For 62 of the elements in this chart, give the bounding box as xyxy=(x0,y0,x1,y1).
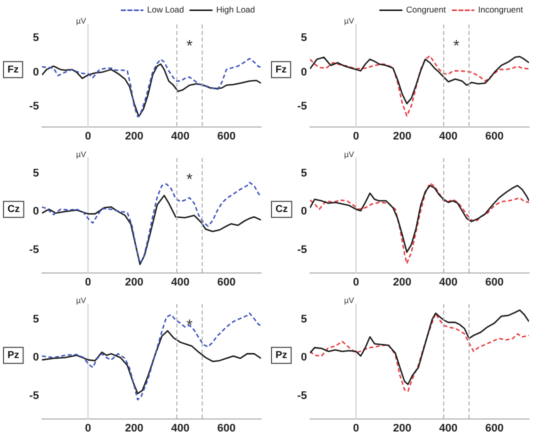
y-tick-label: 0 xyxy=(300,352,307,364)
x-tick-label: 600 xyxy=(485,422,504,434)
text: Cz xyxy=(8,204,20,216)
text: Fz xyxy=(276,64,287,76)
y-tick-label: 5 xyxy=(32,32,39,44)
x-tick-label: 0 xyxy=(353,276,360,288)
y-tick-label: 5 xyxy=(300,167,307,180)
text: Pz xyxy=(8,350,20,362)
y-tick-label: -5 xyxy=(29,100,39,112)
y-axis-title: µV xyxy=(76,150,87,160)
legend-label: Congruent xyxy=(406,4,446,15)
legend-label: Low Load xyxy=(147,4,184,15)
annotation: * xyxy=(186,38,193,55)
x-tick-label: 0 xyxy=(85,422,92,434)
y-tick-label: -5 xyxy=(29,244,39,256)
y-tick-label: 0 xyxy=(32,206,39,218)
x-tick-label: 200 xyxy=(125,130,144,142)
x-tick-label: 400 xyxy=(439,276,458,288)
x-tick-label: 0 xyxy=(85,276,92,288)
annotation: * xyxy=(186,317,193,334)
legend-label: High Load xyxy=(216,4,256,15)
x-tick-label: 600 xyxy=(217,276,236,288)
y-tick-label: 5 xyxy=(300,32,307,44)
y-tick-label: 5 xyxy=(300,313,307,326)
x-tick-label: 200 xyxy=(393,422,412,434)
x-tick-label: 200 xyxy=(125,422,144,434)
annotation: * xyxy=(186,171,193,188)
x-tick-label: 200 xyxy=(393,276,412,288)
x-tick-label: 600 xyxy=(217,130,236,142)
x-tick-label: 400 xyxy=(439,130,458,142)
y-axis-title: µV xyxy=(344,16,355,26)
y-tick-label: -5 xyxy=(297,100,307,112)
y-tick-label: 5 xyxy=(32,167,39,180)
legend-label: Incongruent xyxy=(478,4,524,15)
y-tick-label: -5 xyxy=(29,390,39,402)
x-tick-label: 400 xyxy=(171,276,190,288)
y-tick-label: -5 xyxy=(297,390,307,402)
x-tick-label: 600 xyxy=(485,130,504,142)
x-tick-label: 400 xyxy=(171,422,190,434)
x-tick-label: 600 xyxy=(217,422,236,434)
annotation: * xyxy=(453,38,460,55)
x-tick-label: 600 xyxy=(485,276,504,288)
text: Cz xyxy=(276,204,288,216)
y-axis-title: µV xyxy=(76,16,87,26)
x-tick-label: 200 xyxy=(393,130,412,142)
x-tick-label: 0 xyxy=(85,130,92,142)
y-axis-title: µV xyxy=(76,296,87,306)
x-tick-label: 0 xyxy=(353,422,360,434)
y-tick-label: 0 xyxy=(300,206,307,218)
y-axis-title: µV xyxy=(344,296,355,306)
y-tick-label: 0 xyxy=(300,66,307,78)
y-tick-label: 0 xyxy=(32,352,39,364)
text: Pz xyxy=(276,350,288,362)
text: Fz xyxy=(8,64,19,76)
x-tick-label: 400 xyxy=(439,422,458,434)
y-axis-title: µV xyxy=(344,150,355,160)
y-tick-label: 5 xyxy=(32,313,39,326)
y-tick-label: 0 xyxy=(32,66,39,78)
x-tick-label: 400 xyxy=(171,130,190,142)
x-tick-label: 200 xyxy=(125,276,144,288)
x-tick-label: 0 xyxy=(353,130,360,142)
y-tick-label: -5 xyxy=(297,244,307,256)
